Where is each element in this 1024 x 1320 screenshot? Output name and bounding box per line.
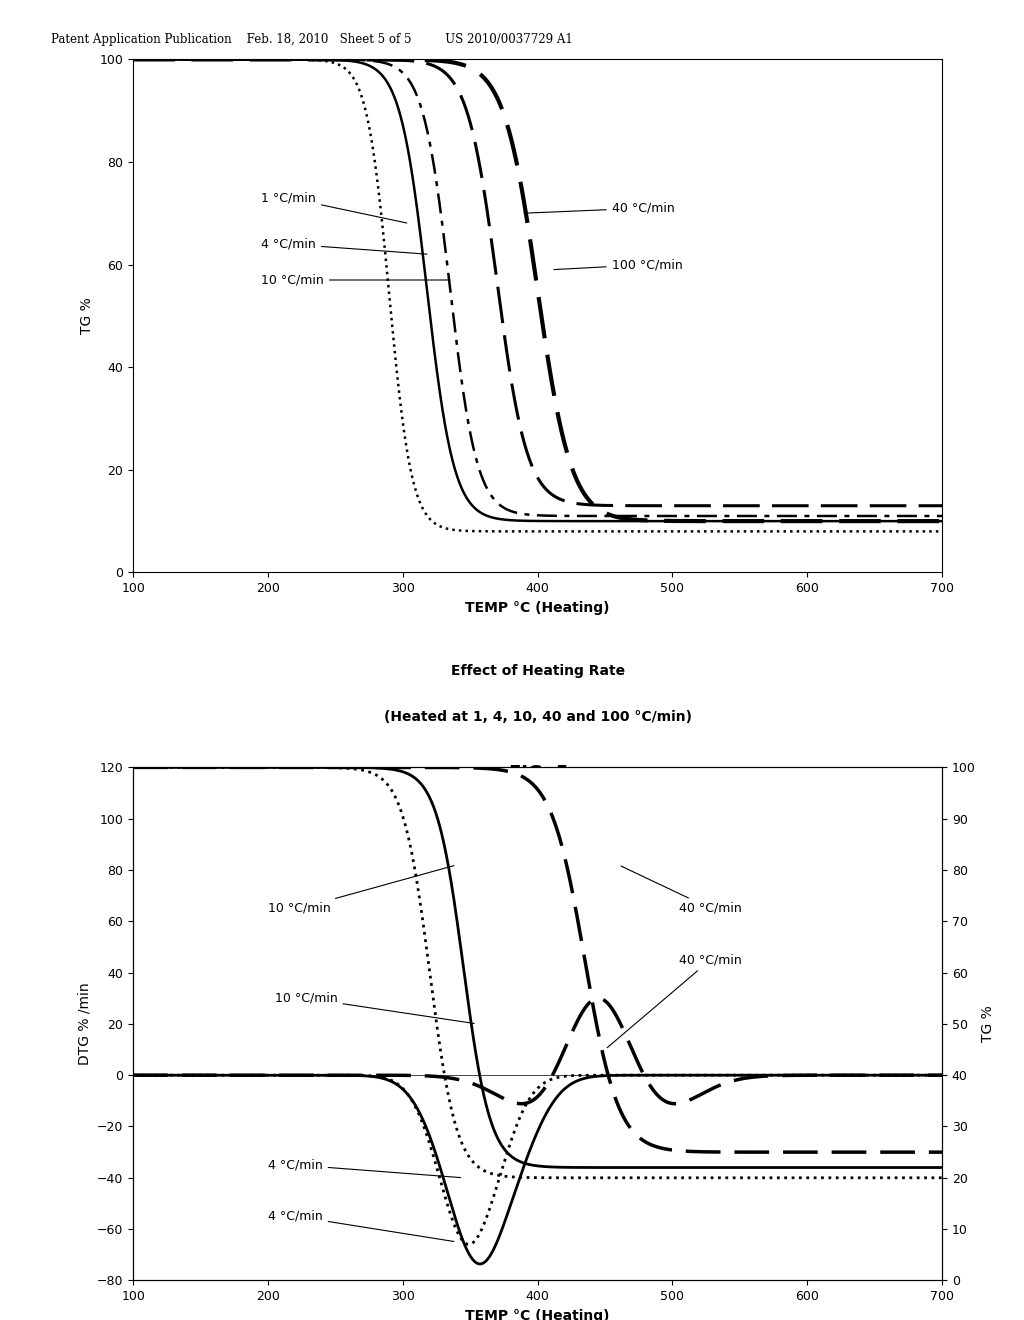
Y-axis label: TG %: TG % bbox=[981, 1006, 995, 1043]
Text: Effect of Heating Rate: Effect of Heating Rate bbox=[451, 664, 625, 678]
Text: 10 °C/min: 10 °C/min bbox=[261, 273, 450, 286]
Text: 1 °C/min: 1 °C/min bbox=[261, 191, 407, 223]
Text: (Heated at 1, 4, 10, 40 and 100 °C/min): (Heated at 1, 4, 10, 40 and 100 °C/min) bbox=[384, 710, 691, 725]
Text: FIG. 5: FIG. 5 bbox=[508, 764, 567, 781]
Text: 10 °C/min: 10 °C/min bbox=[274, 991, 474, 1023]
Text: 40 °C/min: 40 °C/min bbox=[524, 202, 675, 215]
Text: 10 °C/min: 10 °C/min bbox=[268, 866, 454, 915]
X-axis label: TEMP °C (Heating): TEMP °C (Heating) bbox=[465, 1308, 610, 1320]
Text: 40 °C/min: 40 °C/min bbox=[607, 953, 742, 1048]
X-axis label: TEMP °C (Heating): TEMP °C (Heating) bbox=[465, 601, 610, 615]
Text: 4 °C/min: 4 °C/min bbox=[268, 1209, 454, 1242]
Text: 4 °C/min: 4 °C/min bbox=[261, 238, 427, 255]
Text: Patent Application Publication    Feb. 18, 2010   Sheet 5 of 5         US 2010/0: Patent Application Publication Feb. 18, … bbox=[51, 33, 573, 46]
Y-axis label: DTG % /min: DTG % /min bbox=[78, 982, 91, 1065]
Y-axis label: TG %: TG % bbox=[80, 297, 94, 334]
Text: 40 °C/min: 40 °C/min bbox=[621, 866, 742, 915]
Text: 100 °C/min: 100 °C/min bbox=[554, 259, 683, 271]
Text: 4 °C/min: 4 °C/min bbox=[268, 1159, 461, 1177]
